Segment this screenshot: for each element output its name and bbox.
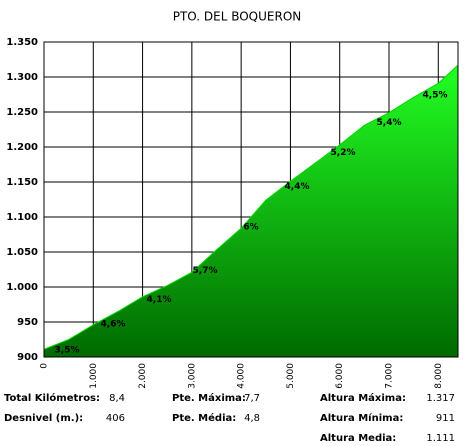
y-tick-label: 950 [17, 317, 38, 328]
stat-value: 4,8 [244, 413, 260, 424]
stat-label: Desnivel (m.): [4, 413, 83, 424]
chart-title: PTO. DEL BOQUERON [173, 10, 302, 24]
x-tick-label: 3.000 [187, 363, 197, 389]
y-tick-label: 1.300 [6, 72, 38, 83]
x-tick-label: 6.000 [335, 363, 345, 389]
stat-label: Pte. Máxima: [172, 392, 246, 404]
y-tick-label: 1.150 [6, 177, 38, 188]
stat-label: Total Kilómetros: [4, 392, 100, 404]
y-tick-label: 1.050 [6, 247, 38, 258]
stat-value: 7,7 [244, 393, 260, 404]
stat-label: Pte. Média: [172, 412, 236, 424]
x-tick-label: 1.000 [89, 363, 99, 389]
y-tick-label: 1.200 [6, 142, 38, 153]
stat-label: Altura Máxima: [320, 392, 406, 404]
stat-value: 1.317 [426, 393, 455, 404]
stat-label: Altura Mínima: [320, 412, 403, 424]
y-tick-label: 1.350 [6, 37, 38, 48]
x-tick-label: 0 [40, 363, 50, 369]
stat-label: Altura Media: [320, 433, 396, 444]
slope-label: 4,1% [147, 295, 172, 305]
x-tick-label: 2.000 [138, 363, 148, 389]
y-tick-label: 1.250 [6, 107, 38, 118]
slope-label: 3,5% [55, 346, 80, 356]
stat-value: 911 [436, 413, 455, 424]
x-tick-label: 4.000 [237, 363, 247, 389]
stat-value: 1.111 [426, 433, 455, 444]
slope-label: 5,7% [193, 266, 218, 276]
slope-label: 4,4% [285, 182, 310, 192]
slope-label: 5,2% [331, 148, 356, 158]
slope-label: 6% [243, 223, 258, 233]
slope-label: 5,4% [377, 118, 402, 128]
plot-border [43, 41, 459, 358]
x-tick-label: 7.000 [385, 363, 395, 389]
stat-value: 8,4 [109, 393, 125, 404]
y-tick-label: 900 [17, 352, 38, 363]
y-tick-label: 1.000 [6, 282, 38, 293]
y-tick-label: 1.100 [6, 212, 38, 223]
x-tick-label: 5.000 [286, 363, 296, 389]
stat-value: 406 [106, 413, 125, 424]
x-tick-label: 8.000 [434, 363, 444, 389]
slope-label: 4,6% [101, 320, 126, 330]
elevation-area [43, 63, 459, 358]
slope-label: 4,5% [423, 91, 448, 101]
